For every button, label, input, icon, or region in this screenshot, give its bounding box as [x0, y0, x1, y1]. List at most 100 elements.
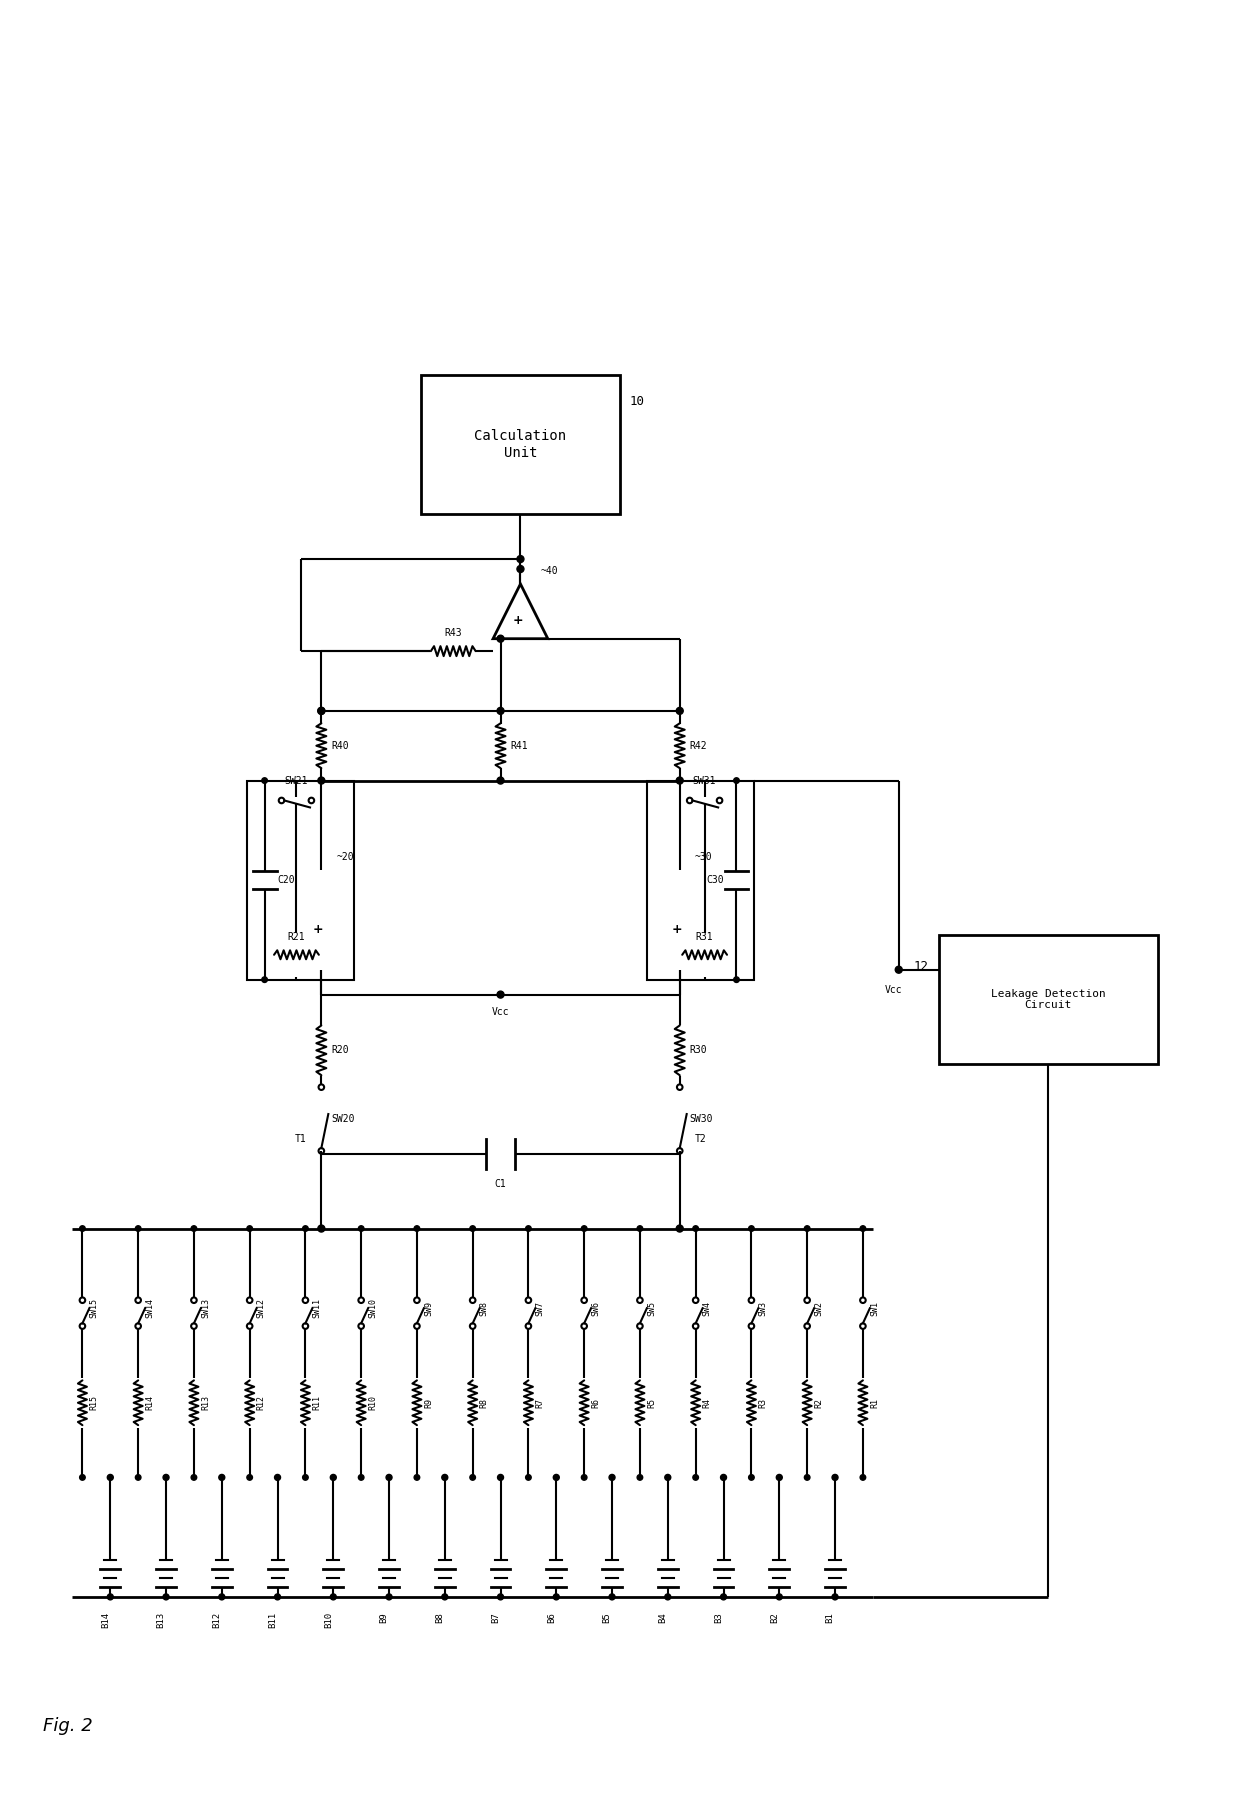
Circle shape	[776, 1595, 782, 1600]
Circle shape	[693, 1475, 698, 1481]
Text: 12: 12	[914, 959, 929, 972]
Text: C1: C1	[495, 1178, 506, 1189]
Text: +: +	[512, 614, 523, 626]
Circle shape	[553, 1475, 559, 1481]
Text: B1: B1	[826, 1613, 835, 1622]
Circle shape	[317, 708, 325, 715]
Text: Leakage Detection
Circuit: Leakage Detection Circuit	[991, 988, 1105, 1010]
Text: R41: R41	[511, 740, 528, 751]
Circle shape	[693, 1225, 698, 1231]
Text: R4: R4	[703, 1397, 712, 1408]
Circle shape	[330, 1595, 336, 1600]
Circle shape	[861, 1225, 866, 1231]
Circle shape	[637, 1475, 642, 1481]
Text: B10: B10	[324, 1613, 332, 1627]
Text: R14: R14	[145, 1396, 154, 1410]
Text: R13: R13	[201, 1396, 210, 1410]
Text: SW4: SW4	[703, 1301, 712, 1316]
Text: SW11: SW11	[312, 1298, 321, 1318]
Text: R3: R3	[759, 1397, 768, 1408]
Circle shape	[720, 1595, 727, 1600]
Circle shape	[749, 1475, 754, 1481]
Text: SW5: SW5	[647, 1301, 656, 1316]
Text: SW6: SW6	[591, 1301, 600, 1316]
Text: SW1: SW1	[870, 1301, 879, 1316]
Text: R43: R43	[444, 628, 463, 639]
Text: SW3: SW3	[759, 1301, 768, 1316]
Text: C20: C20	[278, 874, 295, 885]
Circle shape	[262, 977, 268, 983]
Circle shape	[497, 1595, 503, 1600]
Bar	[939, 936, 1158, 1064]
Circle shape	[497, 992, 503, 997]
Text: B3: B3	[714, 1613, 723, 1622]
Text: SW9: SW9	[424, 1301, 433, 1316]
Text: R40: R40	[331, 740, 348, 751]
Circle shape	[609, 1595, 615, 1600]
Circle shape	[218, 1475, 224, 1481]
Text: B7: B7	[491, 1613, 500, 1622]
Circle shape	[517, 565, 525, 572]
Circle shape	[517, 556, 525, 563]
Circle shape	[497, 776, 503, 784]
Circle shape	[317, 708, 325, 715]
Circle shape	[676, 1225, 683, 1233]
Text: C30: C30	[706, 874, 723, 885]
Text: R15: R15	[89, 1396, 98, 1410]
Text: SW30: SW30	[689, 1113, 713, 1124]
Text: 10: 10	[630, 395, 645, 407]
Text: R31: R31	[696, 932, 713, 941]
Text: R8: R8	[480, 1397, 489, 1408]
Circle shape	[676, 776, 683, 784]
Circle shape	[665, 1475, 671, 1481]
Text: R9: R9	[424, 1397, 433, 1408]
Text: B4: B4	[658, 1613, 667, 1622]
Text: R12: R12	[257, 1396, 265, 1410]
Text: R10: R10	[368, 1396, 377, 1410]
Text: SW21: SW21	[285, 775, 309, 786]
Circle shape	[358, 1225, 365, 1231]
Circle shape	[386, 1475, 392, 1481]
Circle shape	[734, 977, 739, 983]
Circle shape	[414, 1475, 419, 1481]
Circle shape	[749, 1225, 754, 1231]
Circle shape	[553, 1595, 559, 1600]
Circle shape	[135, 1225, 141, 1231]
Text: R20: R20	[331, 1046, 348, 1055]
Circle shape	[497, 635, 503, 643]
Circle shape	[191, 1475, 197, 1481]
Text: R2: R2	[815, 1397, 823, 1408]
Circle shape	[247, 1225, 253, 1231]
Text: +: +	[671, 923, 682, 936]
Text: SW12: SW12	[257, 1298, 265, 1318]
Text: SW13: SW13	[201, 1298, 210, 1318]
Circle shape	[609, 1475, 615, 1481]
Circle shape	[832, 1595, 838, 1600]
Text: B9: B9	[379, 1613, 388, 1622]
Text: SW10: SW10	[368, 1298, 377, 1318]
Text: R30: R30	[689, 1046, 707, 1055]
Circle shape	[79, 1475, 86, 1481]
Circle shape	[79, 1225, 86, 1231]
Circle shape	[582, 1225, 587, 1231]
Text: SW7: SW7	[536, 1301, 544, 1316]
Text: B14: B14	[100, 1613, 110, 1627]
Text: Fig. 2: Fig. 2	[42, 1718, 92, 1736]
Circle shape	[665, 1595, 671, 1600]
Circle shape	[441, 1475, 448, 1481]
Circle shape	[247, 1475, 253, 1481]
Text: Calculation
Unit: Calculation Unit	[475, 429, 567, 460]
Circle shape	[497, 1475, 503, 1481]
Text: Vcc: Vcc	[492, 1006, 510, 1017]
Circle shape	[358, 1475, 365, 1481]
Circle shape	[303, 1225, 309, 1231]
Circle shape	[108, 1595, 113, 1600]
Text: Vcc: Vcc	[885, 985, 903, 996]
Circle shape	[414, 1225, 419, 1231]
Circle shape	[218, 1595, 224, 1600]
Text: SW31: SW31	[693, 775, 717, 786]
Text: SW8: SW8	[480, 1301, 489, 1316]
Circle shape	[108, 1475, 113, 1481]
Circle shape	[805, 1225, 810, 1231]
Text: SW20: SW20	[331, 1113, 355, 1124]
